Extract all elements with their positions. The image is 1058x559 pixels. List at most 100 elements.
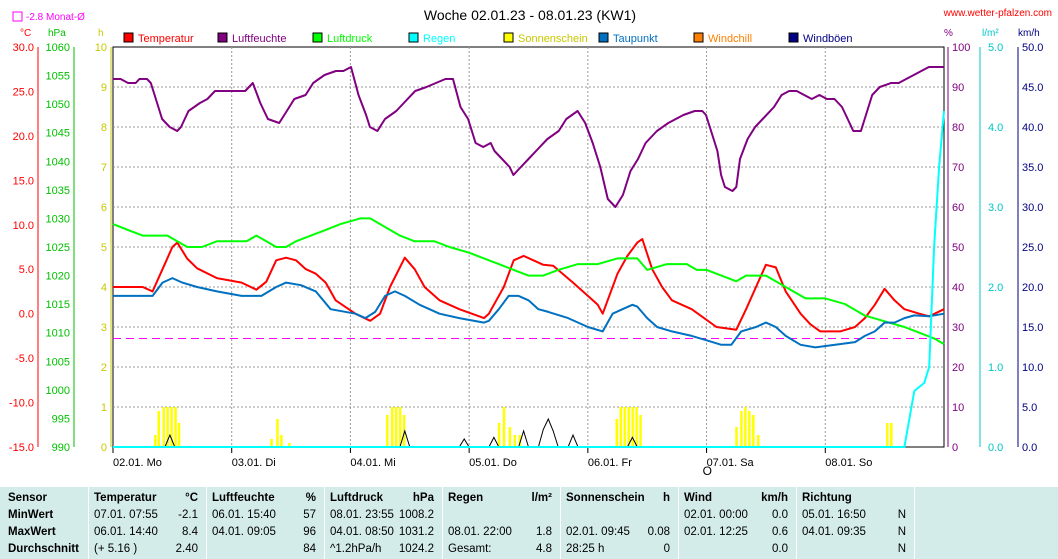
table-cell: 02.01. 00:00 bbox=[684, 509, 748, 521]
sunshine-bar bbox=[631, 407, 634, 447]
table-cell-value: 0.08 bbox=[647, 526, 670, 538]
humidity-tick-label: 100 bbox=[952, 42, 970, 54]
table-header: Richtung bbox=[802, 492, 852, 504]
pressure-tick-label: 1005 bbox=[46, 356, 70, 368]
wind-tick-label: 25.0 bbox=[1022, 242, 1043, 254]
table-cell: 06.01. 15:40 bbox=[212, 509, 276, 521]
table-cell-value: 1.8 bbox=[536, 526, 552, 538]
sun-tick-label: 6 bbox=[101, 202, 107, 214]
circle-marker: O bbox=[703, 464, 712, 478]
sunshine-bar bbox=[740, 411, 743, 447]
site-url: www.wetter-pfalzen.com bbox=[943, 8, 1052, 19]
table-divider bbox=[796, 487, 797, 559]
legend-swatch bbox=[408, 32, 419, 43]
humidity-tick-label: 0 bbox=[952, 442, 958, 454]
monthly-avg-label: -2.8 Monat-Ø bbox=[26, 12, 85, 23]
sunshine-bar bbox=[735, 427, 738, 447]
series-line-temperatur bbox=[113, 238, 945, 333]
chart-title: Woche 02.01.23 - 08.01.23 (KW1) bbox=[424, 7, 636, 23]
pressure-tick-label: 1015 bbox=[46, 299, 70, 311]
table-cell-value: 84 bbox=[303, 543, 316, 555]
humidity-tick-label: 50 bbox=[952, 242, 964, 254]
legend-swatch bbox=[123, 32, 134, 43]
sun-tick-label: 4 bbox=[101, 282, 107, 294]
wind-tick-label: 15.0 bbox=[1022, 322, 1043, 334]
table-divider bbox=[442, 487, 443, 559]
sunshine-bar bbox=[276, 419, 279, 447]
table-divider bbox=[914, 487, 915, 559]
series-line-regen bbox=[113, 110, 945, 448]
humidity-tick-label: 40 bbox=[952, 282, 964, 294]
humidity-tick-label: 30 bbox=[952, 322, 964, 334]
wind-tick-label: 10.0 bbox=[1022, 362, 1043, 374]
humidity-tick-label: 80 bbox=[952, 122, 964, 134]
legend-swatch bbox=[693, 32, 704, 43]
legend-label: Windchill bbox=[708, 33, 752, 45]
table-cell-value: 96 bbox=[303, 526, 316, 538]
temp-tick-label: 25.0 bbox=[13, 86, 34, 98]
table-divider bbox=[560, 487, 561, 559]
table-cell: 07.01. 07:55 bbox=[94, 509, 158, 521]
humidity-tick-label: 90 bbox=[952, 82, 964, 94]
rain-tick-label: 2.0 bbox=[988, 282, 1003, 294]
unit-humidity: % bbox=[944, 28, 953, 39]
wind-tick-label: 20.0 bbox=[1022, 282, 1043, 294]
unit-pressure: hPa bbox=[48, 28, 66, 39]
sunshine-bar bbox=[744, 407, 747, 447]
pressure-tick-label: 1020 bbox=[46, 271, 70, 283]
sunshine-bar bbox=[166, 407, 169, 447]
table-row-label: MinWert bbox=[8, 509, 54, 521]
wind-tick-label: 45.0 bbox=[1022, 82, 1043, 94]
table-header-unit: °C bbox=[185, 492, 198, 504]
sun-tick-label: 1 bbox=[101, 402, 107, 414]
legend-swatch bbox=[312, 32, 323, 43]
pressure-tick-label: 1055 bbox=[46, 71, 70, 83]
legend-swatch bbox=[503, 32, 514, 43]
sunshine-bar bbox=[394, 407, 398, 447]
humidity-tick-label: 70 bbox=[952, 162, 964, 174]
table-cell: 02.01. 12:25 bbox=[684, 526, 748, 538]
x-tick-label: 02.01. Mo bbox=[113, 457, 162, 469]
x-tick-label: 04.01. Mi bbox=[350, 457, 395, 469]
statistics-table: Sensor Temperatur °C Luftfeuchte% Luftdruck h… bbox=[0, 487, 1058, 559]
pressure-tick-label: 995 bbox=[52, 413, 70, 425]
humidity-tick-label: 10 bbox=[952, 402, 964, 414]
sunshine-bar bbox=[288, 443, 291, 447]
table-header: Temperatur bbox=[94, 492, 157, 504]
sun-tick-label: 9 bbox=[101, 82, 107, 94]
temp-tick-label: 10.0 bbox=[13, 220, 34, 232]
sunshine-bar bbox=[502, 407, 506, 447]
table-cell-value: 1008.2 bbox=[398, 509, 434, 521]
sunshine-bar bbox=[390, 407, 394, 447]
rain-tick-label: 1.0 bbox=[988, 362, 1003, 374]
sunshine-bar bbox=[886, 423, 889, 447]
table-row-label: MaxWert bbox=[8, 526, 56, 538]
temp-tick-label: -10.0 bbox=[9, 398, 34, 410]
table-cell: 04.01. 08:50 bbox=[330, 526, 394, 538]
chart-legend: Temperatur Luftfeuchte Luftdruck Regen Sonne… bbox=[123, 32, 853, 45]
pressure-tick-label: 1010 bbox=[46, 328, 70, 340]
temp-tick-label: 0.0 bbox=[19, 309, 34, 321]
sunshine-bar bbox=[497, 423, 501, 447]
series-line-luftdruck bbox=[112, 217, 945, 345]
series-line-luftfeuchte bbox=[113, 66, 944, 208]
sunshine-bar bbox=[177, 423, 181, 447]
legend-swatch bbox=[788, 32, 799, 43]
wind-tick-label: 50.0 bbox=[1022, 42, 1043, 54]
unit-rain: l/m² bbox=[982, 28, 999, 39]
sunshine-bar bbox=[748, 411, 751, 447]
sunshine-bar bbox=[386, 415, 389, 447]
table-cell-value: 0 bbox=[663, 543, 670, 555]
table-cell-value: 4.8 bbox=[536, 543, 552, 555]
sunshine-bar bbox=[162, 407, 165, 447]
legend-swatch bbox=[598, 32, 609, 43]
sunshine-bar bbox=[623, 407, 626, 447]
sun-tick-label: 8 bbox=[101, 122, 107, 134]
legend-label: Luftdruck bbox=[327, 33, 373, 45]
humidity-tick-label: 20 bbox=[952, 362, 964, 374]
sun-tick-label: 7 bbox=[101, 162, 107, 174]
sunshine-bar bbox=[174, 407, 177, 447]
table-divider bbox=[88, 487, 89, 559]
sun-tick-label: 10 bbox=[95, 42, 107, 54]
table-cell: 05.01. 16:50 bbox=[802, 509, 866, 521]
